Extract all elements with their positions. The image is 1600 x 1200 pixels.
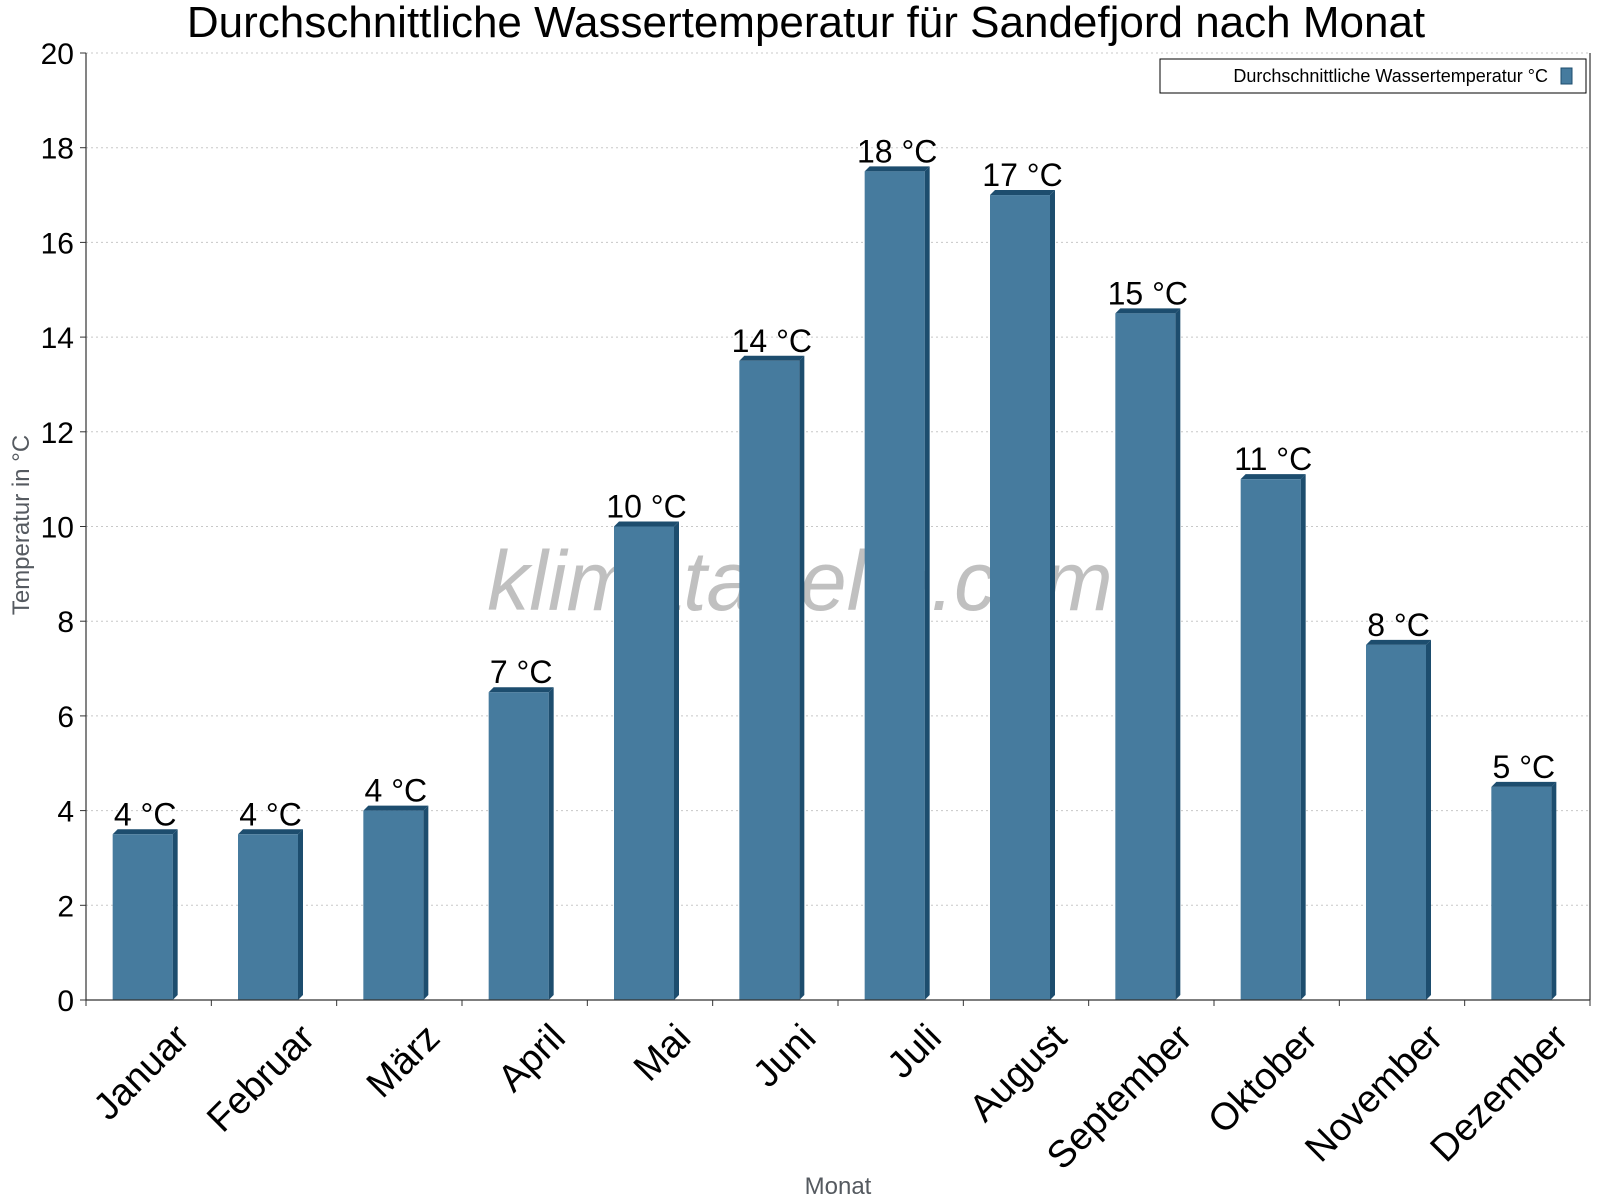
bar-top [614,521,679,527]
data-label: 11 °C [1234,441,1312,477]
bar-side [423,805,429,1000]
y-tick-label: 14 [41,322,74,355]
bar-top [238,829,303,835]
bar-front [1115,313,1176,1000]
data-label: 4 °C [114,796,177,832]
x-axis-title: Monat [805,1173,872,1200]
bar-august [990,190,1055,1001]
x-tick-label: Juli [880,1017,950,1087]
x-tick-label: März [359,1017,448,1106]
bar-side [1050,190,1055,1001]
bar-juni [739,355,805,1000]
y-tick-labels: 0 2 4 6 8 10 12 14 16 18 20 [41,38,74,1018]
x-tick-label: Januar [86,1016,198,1128]
data-label: 7 °C [490,654,553,690]
bar-side [1300,474,1306,1000]
bar-front [614,526,674,1000]
bar-top [1366,639,1431,645]
y-tick-label: 16 [41,227,74,260]
bar-top [739,355,805,361]
y-tick-label: 18 [41,133,74,166]
data-label: 8 °C [1367,607,1430,643]
bar-mai [614,521,679,1000]
legend: Durchschnittliche Wassertemperatur °C [1159,58,1587,94]
bar-oktober [1240,474,1306,1000]
bar-top [864,166,930,172]
bar-märz [363,805,429,1000]
bar-side [1551,781,1557,1000]
y-tick-label: 6 [57,701,74,734]
data-label: 5 °C [1493,749,1556,785]
bar-dezember [1491,781,1557,1000]
data-label: 4 °C [239,796,302,832]
y-tick-label: 8 [57,606,74,639]
data-labels: 4 °C 4 °C 4 °C 7 °C 10 °C 14 °C 18 °C 17 °C 15 °… [114,133,1555,832]
y-tick-label: 10 [41,512,74,545]
bar-front [990,195,1050,1001]
x-tick-label: Mai [626,1017,699,1090]
y-tick-label: 0 [57,985,74,1018]
bar-top [1240,474,1306,480]
x-tick-label: Februar [199,1016,323,1140]
x-tick-labels: Januar Februar März April Mai Juni Juli AugustS… [86,1016,1577,1177]
legend-box [1159,58,1587,94]
legend-label: Durchschnittliche Wassertemperatur °C [1233,66,1548,86]
bar-side [799,355,805,1000]
bar-side [298,829,303,1000]
x-tick-label: April [490,1017,573,1100]
x-tick-label: Oktober [1200,1016,1326,1142]
bar-side [172,829,178,1000]
y-tick-label: 20 [41,38,74,71]
bar-side [924,166,930,1000]
y-tick-label: 12 [41,417,74,450]
bar-top [1115,308,1181,314]
data-label: 14 °C [732,323,812,359]
bar-side [1426,639,1431,1000]
data-label: 4 °C [365,773,428,809]
bar-front [864,171,925,1000]
y-axis-title: Temperatur in °C [8,435,35,615]
bar-top [990,190,1055,196]
bar-side [1175,308,1181,1000]
bar-januar [112,829,178,1000]
data-label: 17 °C [982,157,1062,193]
gridlines [86,52,1590,906]
y-tick-label: 2 [57,890,74,923]
data-label: 15 °C [1108,275,1188,311]
bar-front [112,834,173,1000]
chart-title: Durchschnittliche Wassertemperatur für S… [187,0,1425,47]
bar-november [1366,639,1431,1000]
bar-front [1240,479,1301,1000]
bar-juli [864,166,930,1000]
bar-top [488,687,554,693]
axes [80,52,1591,1006]
bar-front [238,834,298,1000]
bar-front [488,692,549,1000]
data-label: 18 °C [857,133,937,169]
bar-front [1366,644,1426,1000]
bar-april [488,687,554,1000]
bar-februar [238,829,303,1000]
bar-top [1491,781,1557,787]
bar-front [739,360,800,1000]
x-tick-label: Juni [745,1017,824,1096]
y-tick-label: 4 [57,796,74,829]
legend-swatch [1560,67,1573,85]
bar-front [363,810,424,1000]
x-tick-label: August [962,1016,1076,1130]
bar-side [548,687,554,1000]
bar-side [674,521,679,1000]
data-label: 10 °C [606,489,686,525]
bar-top [363,805,429,811]
x-tick-label: Dezember [1423,1016,1577,1170]
bar-top [112,829,178,835]
bar-front [1491,786,1552,1000]
bars [112,166,1557,1001]
bar-september [1115,308,1181,1000]
